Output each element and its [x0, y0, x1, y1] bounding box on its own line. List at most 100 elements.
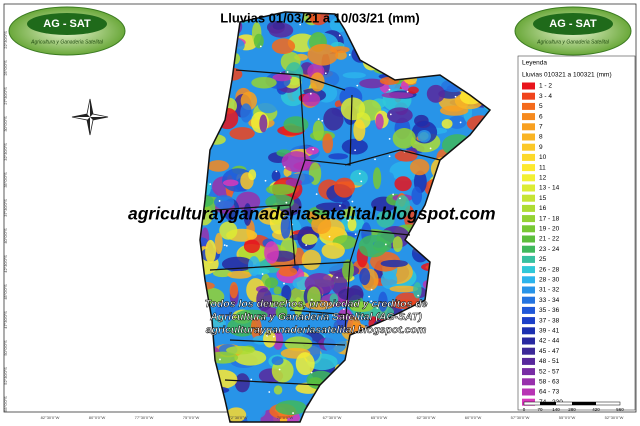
lat-label: 30°0'0"S: [3, 116, 8, 132]
station-dot: [388, 138, 391, 140]
station-dot: [317, 118, 320, 120]
station-dot: [342, 308, 345, 311]
station-dot: [219, 358, 221, 361]
raster-cell: [235, 191, 261, 212]
raster-cell: [329, 293, 339, 305]
station-dot: [278, 368, 281, 371]
lon-label: 77°30'0"W: [135, 415, 154, 420]
station-dot: [384, 243, 387, 246]
raster-cell: [321, 242, 345, 259]
station-dot: [225, 244, 228, 247]
raster-cell: [307, 286, 321, 308]
legend-label: 3 - 4: [539, 93, 552, 100]
legend-swatch: [522, 113, 535, 121]
legend-label: 35 - 36: [539, 307, 560, 314]
station-dot: [429, 147, 432, 150]
raster-cell: [227, 270, 252, 279]
legend-swatch: [522, 306, 535, 314]
raster-cell: [272, 73, 292, 82]
raster-cell: [306, 146, 319, 155]
legend-swatch: [522, 164, 535, 172]
station-dot: [454, 95, 457, 98]
raster-cell: [214, 232, 223, 255]
legend-heading: Leyenda: [522, 60, 547, 67]
raster-cell: [275, 305, 288, 319]
copyright-line: Todos los derechos, propiedad y creditos…: [204, 298, 427, 310]
raster-cell: [315, 202, 347, 212]
legend-swatch: [522, 255, 535, 263]
raster-cell: [271, 170, 281, 182]
station-dot: [264, 179, 267, 182]
lon-label: 70°0'0"W: [277, 415, 294, 420]
raster-cell: [284, 336, 313, 352]
station-dot: [458, 417, 460, 419]
legend-swatch: [522, 123, 535, 131]
raster-cell: [413, 282, 422, 299]
station-dot: [354, 233, 357, 236]
legend-label: 8: [539, 134, 543, 141]
lon-label: 60°0'0"W: [465, 415, 482, 420]
raster-cell: [280, 215, 291, 240]
copyright-line: Agricultura y Ganaderia Satelital (AG-SA…: [209, 311, 422, 323]
raster-cell: [301, 233, 318, 245]
raster-cell: [247, 405, 266, 419]
raster-cell: [417, 129, 431, 143]
raster-cell: [240, 103, 252, 123]
station-dot: [332, 314, 334, 316]
legend-swatch: [522, 245, 535, 253]
legend-label: 48 - 51: [539, 358, 560, 365]
copyright-line: agriculturayganaderiasatelital.blogspot.…: [206, 324, 427, 336]
scale-label: 0: [523, 407, 526, 412]
legend-box: [517, 55, 636, 411]
lat-label: 25°0'0"S: [3, 60, 8, 76]
station-dot: [399, 197, 401, 200]
raster-cell: [312, 120, 324, 141]
legend-label: 1 - 2: [539, 83, 552, 90]
station-dot: [406, 90, 409, 93]
legend-label: 39 - 41: [539, 328, 560, 335]
raster-cell: [323, 107, 344, 131]
raster-cell: [226, 407, 247, 422]
raster-cell: [229, 282, 239, 299]
raster-cell: [263, 330, 277, 348]
raster-cell: [342, 72, 366, 79]
raster-cell: [250, 317, 262, 340]
raster-cell: [380, 259, 408, 268]
station-dot: [356, 84, 359, 87]
lon-label: 57°30'0"W: [511, 415, 530, 420]
legend-swatch: [522, 174, 535, 182]
raster-cell: [253, 33, 264, 49]
legend-label: 58 - 63: [539, 379, 560, 386]
graticule-labels: 82°30'0"W 80°0'0"W 77°30'0"W 75°0'0"W 72°30'…: [3, 31, 624, 420]
raster-cell: [271, 38, 296, 54]
province-borders: [209, 69, 441, 386]
raster-cell: [392, 128, 416, 149]
raster-cell: [226, 345, 255, 355]
legend-swatch: [522, 276, 535, 284]
station-dot: [389, 113, 392, 116]
map-title: Lluvias 01/03/21 a 10/03/21 (mm): [220, 10, 419, 25]
station-dot: [352, 414, 354, 416]
raster-cell: [439, 105, 469, 116]
legend-label: 16: [539, 205, 547, 212]
raster-cell: [248, 256, 261, 277]
raster-cell: [264, 277, 279, 289]
raster-cell: [330, 272, 348, 295]
station-dot: [374, 158, 376, 161]
lat-label: 45°0'0"S: [3, 284, 8, 300]
legend-swatch: [522, 296, 535, 304]
legend-swatch: [522, 388, 535, 396]
logo-subtitle: Agricultura y Ganaderia Satelital: [30, 39, 104, 45]
legend-label: 23 - 24: [539, 246, 560, 253]
compass-rose: [71, 98, 109, 136]
raster-cell: [294, 297, 303, 317]
station-dot: [368, 295, 371, 298]
country-border: [199, 11, 492, 423]
scale-label: 560: [616, 407, 624, 412]
station-dot: [328, 235, 331, 238]
raster-cell: [243, 239, 260, 253]
station-dot: [292, 412, 294, 414]
legend-label: 11: [539, 164, 546, 171]
legend-label: 45 - 47: [539, 348, 560, 355]
